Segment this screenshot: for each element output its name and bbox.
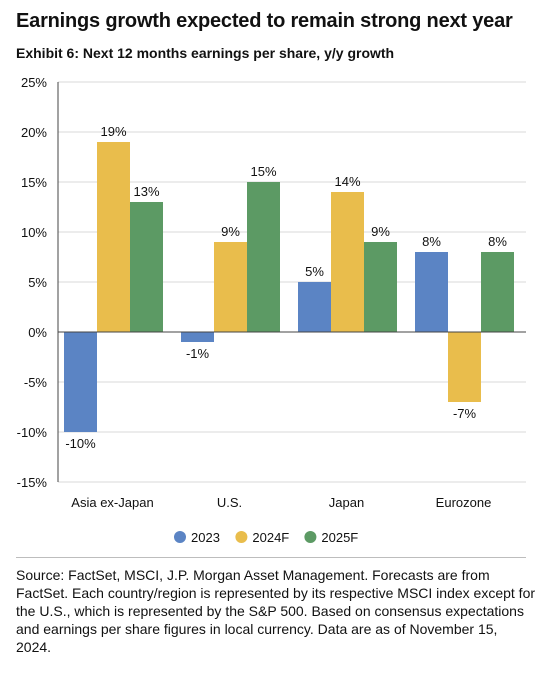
data-label: -7% [453,406,477,421]
bar-2024f [331,192,364,332]
bar-2024f [214,242,247,332]
data-label: 9% [221,224,240,239]
legend-marker [235,531,248,543]
chart-title: Earnings growth expected to remain stron… [16,10,513,32]
bar-2023 [64,332,97,432]
data-label: 19% [100,124,126,139]
y-tick-label: -15% [17,475,48,490]
data-label: 13% [133,184,159,199]
bar-2023 [298,282,331,332]
y-tick-label: 25% [21,75,47,90]
bar-2025f [130,202,163,332]
y-tick-label: 0% [28,325,47,340]
data-label: -1% [186,346,210,361]
y-tick-label: 20% [21,125,47,140]
source-note: Source: FactSet, MSCI, J.P. Morgan Asset… [16,567,536,655]
x-tick-label: Eurozone [436,495,492,510]
bar-2024f [448,332,481,402]
bar-2024f [97,142,130,332]
bar-2025f [364,242,397,332]
bar-2025f [481,252,514,332]
y-tick-label: 10% [21,225,47,240]
chart-subtitle: Exhibit 6: Next 12 months earnings per s… [16,45,395,61]
legend-marker [174,531,186,543]
data-label: 8% [488,234,507,249]
legend-marker [304,531,317,543]
bar-2023 [181,332,214,342]
bar-chart: 25% 20% 15% 10% 5% 0% -5% -10% -15% -10% 19% 13% Asi… [17,75,526,545]
data-label: 8% [422,234,441,249]
bar-2023 [415,252,448,332]
footer-divider [16,557,526,558]
legend-label: 2025F [321,530,358,545]
y-tick-label: -5% [24,375,48,390]
data-label: 15% [250,164,276,179]
legend-label: 2024F [252,530,289,545]
y-tick-label: 5% [28,275,47,290]
x-tick-label: U.S. [217,495,242,510]
data-label: 14% [334,174,360,189]
x-tick-label: Japan [329,495,364,510]
data-label: 5% [305,264,324,279]
y-tick-label: -10% [17,425,48,440]
legend-label: 2023 [191,530,220,545]
x-tick-label: Asia ex-Japan [71,495,153,510]
data-label: 9% [371,224,390,239]
y-tick-label: 15% [21,175,47,190]
bar-2025f [247,182,280,332]
data-label: -10% [65,436,96,451]
